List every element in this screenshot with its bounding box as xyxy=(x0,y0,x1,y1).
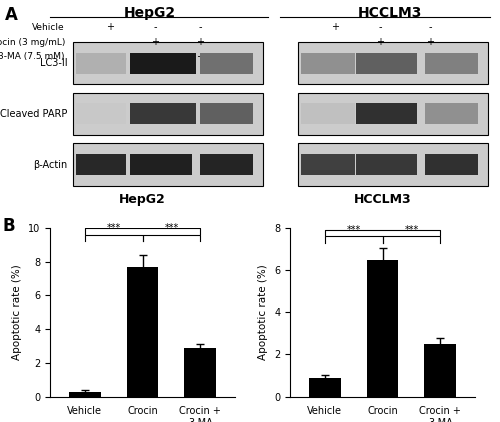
Bar xyxy=(298,93,488,135)
Text: -: - xyxy=(333,52,337,62)
Text: Cleaved PARP: Cleaved PARP xyxy=(0,109,68,119)
Text: +: + xyxy=(426,37,434,47)
Title: HCCLM3: HCCLM3 xyxy=(354,193,412,206)
Bar xyxy=(366,260,398,397)
Bar xyxy=(200,103,253,124)
Bar xyxy=(424,344,456,397)
Bar xyxy=(302,103,354,124)
Bar xyxy=(298,42,488,84)
Bar xyxy=(184,348,216,397)
Text: -: - xyxy=(378,52,382,62)
Text: HepG2: HepG2 xyxy=(124,6,176,20)
Bar xyxy=(200,154,253,175)
Text: ***: *** xyxy=(404,225,418,235)
Bar xyxy=(130,154,192,175)
Bar xyxy=(425,103,478,124)
Text: LC3-II: LC3-II xyxy=(40,58,68,68)
Bar xyxy=(425,53,478,74)
Bar xyxy=(69,392,100,397)
Text: 3-MA (7.5 mM): 3-MA (7.5 mM) xyxy=(0,52,65,62)
Bar xyxy=(126,267,158,397)
Bar xyxy=(356,154,417,175)
Text: ***: *** xyxy=(106,223,120,233)
Text: +: + xyxy=(196,52,204,62)
Text: +: + xyxy=(106,22,114,32)
Bar xyxy=(130,53,196,74)
Text: +: + xyxy=(151,37,159,47)
Bar xyxy=(309,378,340,397)
Text: -: - xyxy=(198,22,202,32)
Text: -: - xyxy=(108,37,112,47)
Bar xyxy=(72,143,262,186)
Bar xyxy=(76,103,126,124)
Text: +: + xyxy=(331,22,339,32)
Bar xyxy=(302,53,354,74)
Text: +: + xyxy=(376,37,384,47)
Text: -: - xyxy=(333,37,337,47)
Text: Crocin (3 mg/mL): Crocin (3 mg/mL) xyxy=(0,38,65,47)
Y-axis label: Apoptotic rate (%): Apoptotic rate (%) xyxy=(258,265,268,360)
Bar xyxy=(76,154,126,175)
Text: -: - xyxy=(428,22,432,32)
Title: HepG2: HepG2 xyxy=(119,193,166,206)
Text: +: + xyxy=(426,52,434,62)
Bar xyxy=(302,154,354,175)
Text: A: A xyxy=(5,6,18,24)
Text: B: B xyxy=(2,217,15,235)
Bar xyxy=(72,93,262,135)
Text: -: - xyxy=(378,22,382,32)
Text: HCCLM3: HCCLM3 xyxy=(358,6,422,20)
Text: +: + xyxy=(196,37,204,47)
Bar xyxy=(425,154,478,175)
Text: β-Actin: β-Actin xyxy=(33,160,68,170)
Text: Vehicle: Vehicle xyxy=(32,23,65,32)
Text: -: - xyxy=(108,52,112,62)
Y-axis label: Apoptotic rate (%): Apoptotic rate (%) xyxy=(12,265,22,360)
Text: ***: *** xyxy=(164,223,178,233)
Text: -: - xyxy=(153,52,157,62)
Bar xyxy=(356,53,417,74)
Bar xyxy=(72,42,262,84)
Bar xyxy=(200,53,253,74)
Bar xyxy=(356,103,417,124)
Text: ***: *** xyxy=(346,225,360,235)
Bar xyxy=(130,103,196,124)
Text: -: - xyxy=(153,22,157,32)
Bar xyxy=(298,143,488,186)
Bar xyxy=(76,53,126,74)
